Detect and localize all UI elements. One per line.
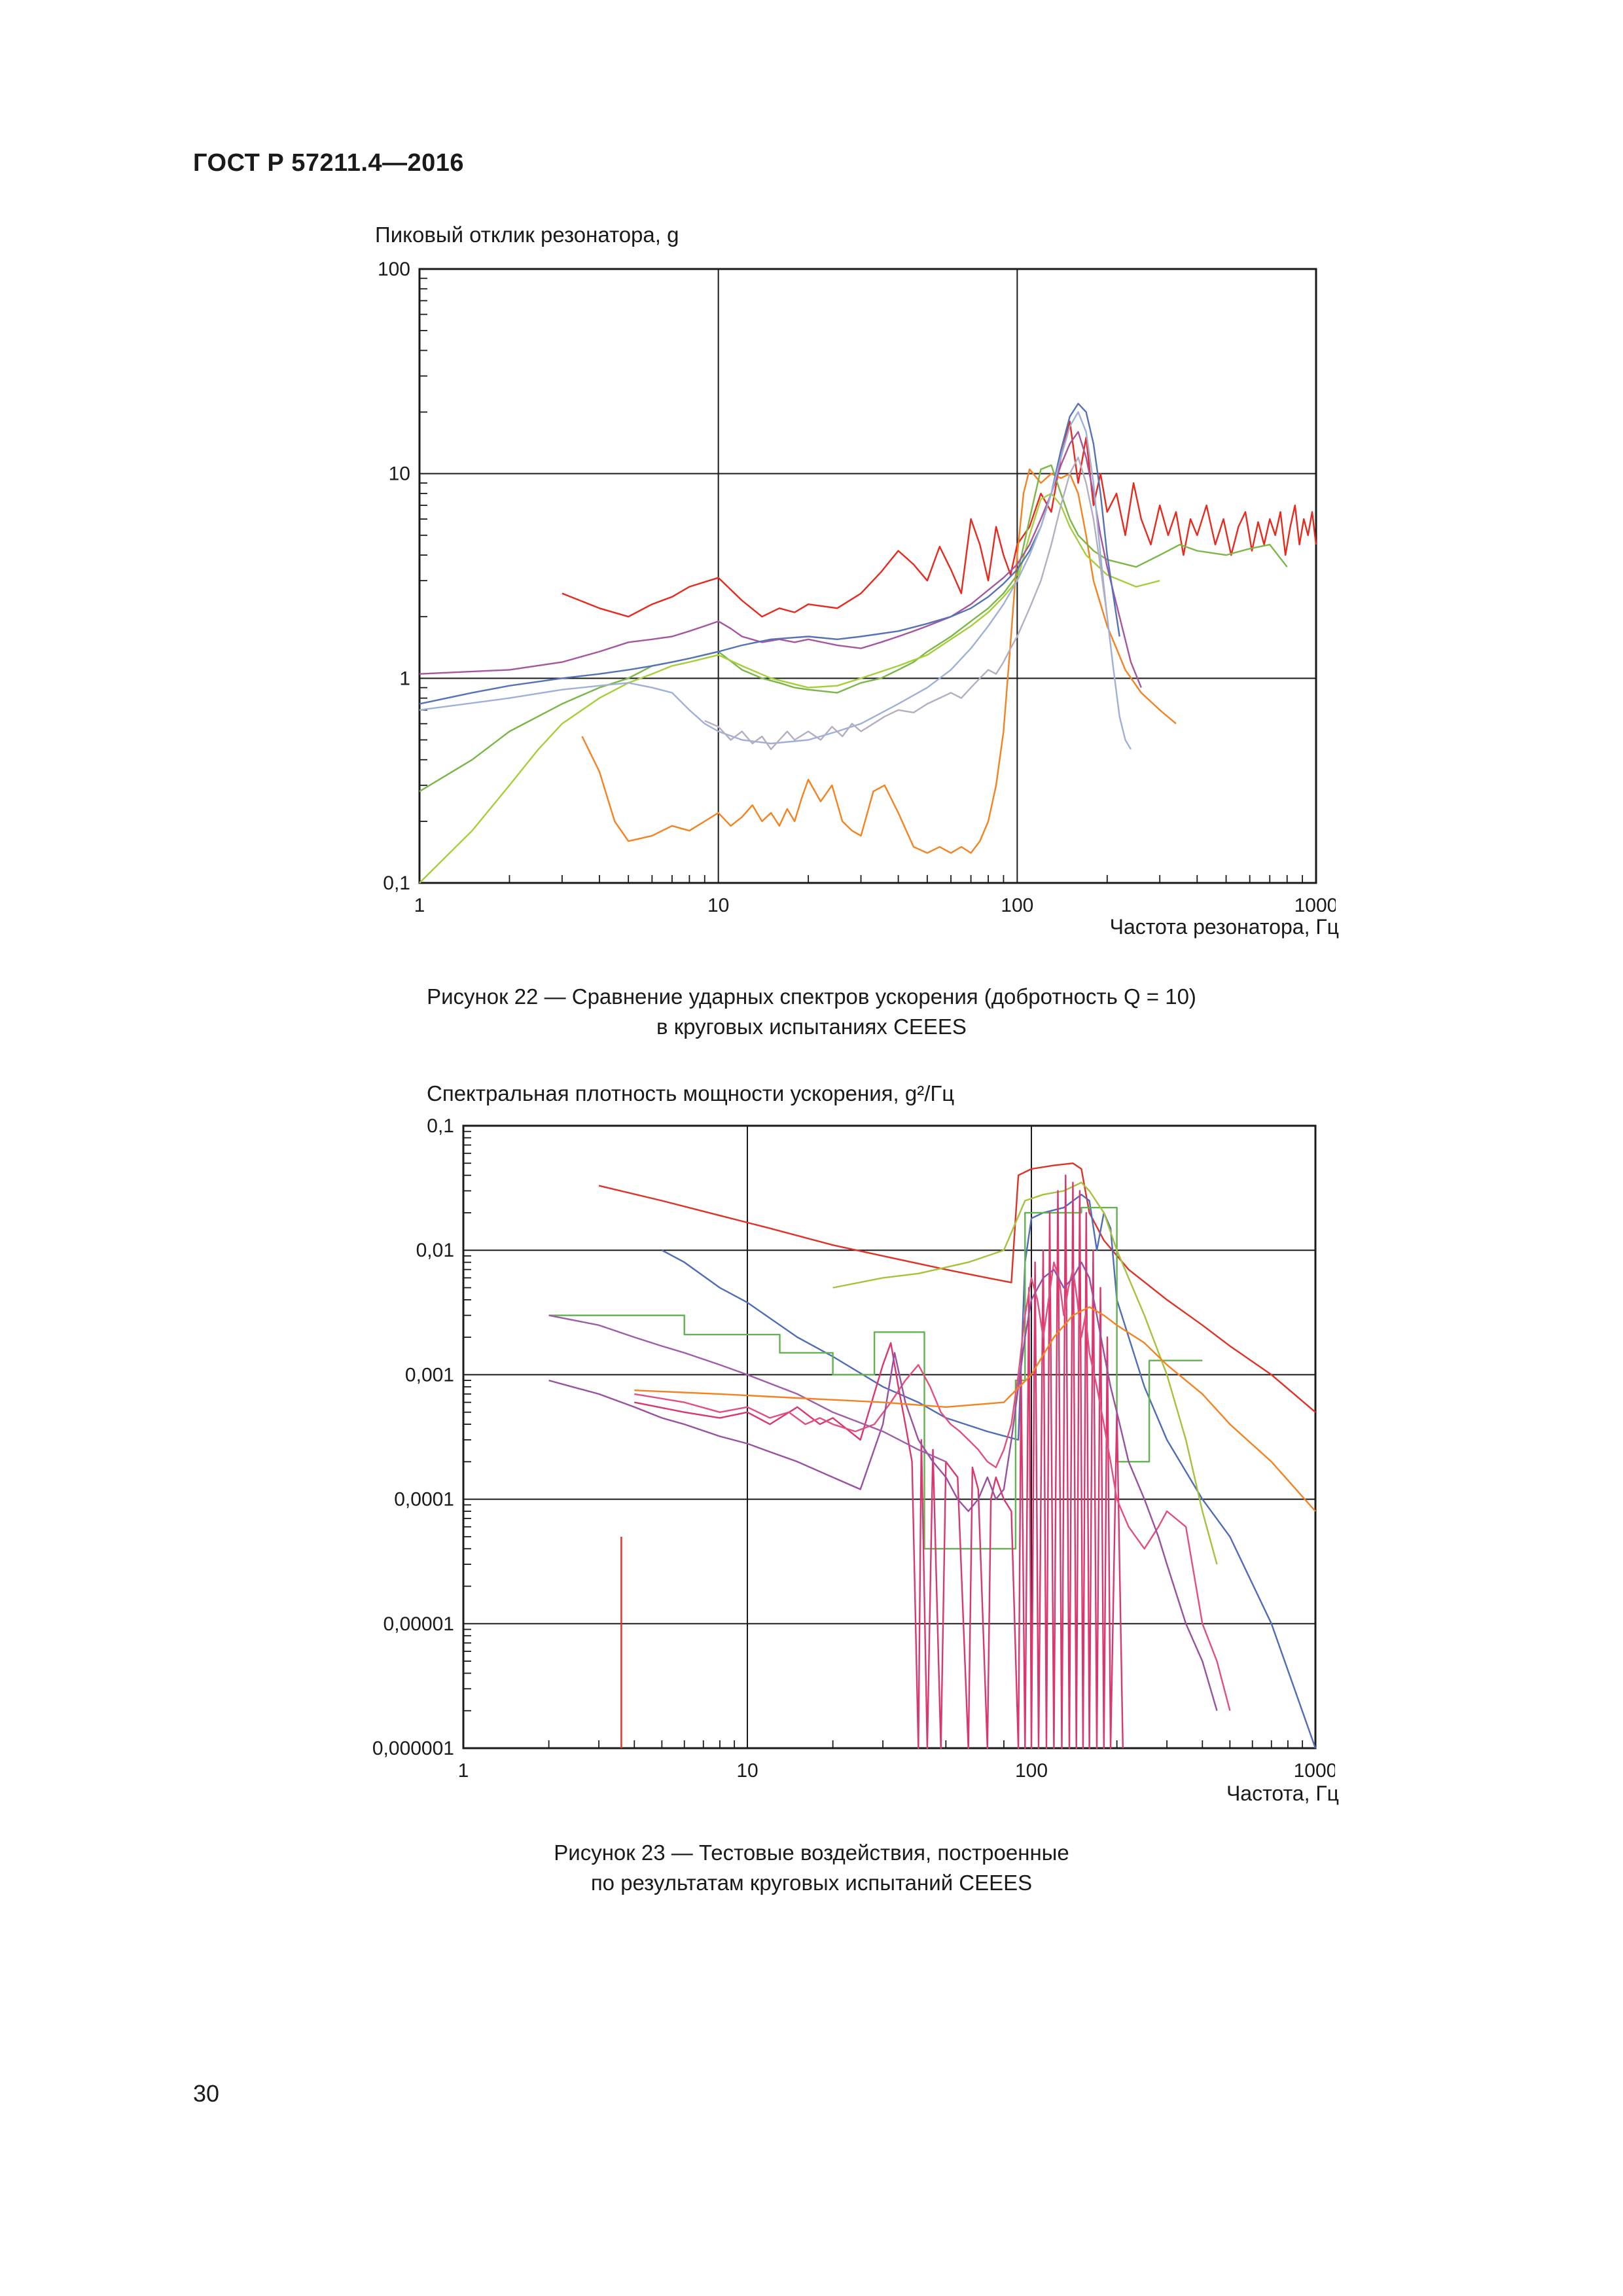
- chart-canvas: 1 10 100 1000 0,1 0,01 0,001 0,0001 0,00001 0,000…: [372, 1115, 1335, 1782]
- series-rose-psd: [634, 1261, 1231, 1712]
- x-tick-label: 100: [1001, 895, 1033, 916]
- y-tick-label: 0,001: [405, 1364, 454, 1386]
- series-green-step-psd: [548, 1206, 1203, 1550]
- document-header: ГОСТ Р 57211.4—2016: [193, 149, 465, 177]
- x-tick-label: 10: [707, 895, 729, 916]
- series-light-blue-srs: [419, 411, 1132, 750]
- y-tick-label: 0,000001: [372, 1738, 454, 1759]
- y-tick-label: 100: [378, 259, 410, 280]
- series-orange-psd: [634, 1306, 1316, 1512]
- figure22-caption-line1: Рисунок 22 — Сравнение ударных спектров …: [427, 984, 1196, 1009]
- y-tick-label: 1: [399, 668, 410, 689]
- figure22-chart: 1 10 100 1000 100 10 1 0,1: [361, 259, 1336, 935]
- series-red-srs: [562, 420, 1317, 618]
- figure22-title: Пиковый отклик резонатора, g: [375, 223, 679, 247]
- figure22-xaxis-label: Частота резонатора, Гц: [1109, 915, 1339, 939]
- series-light-green-srs: [419, 492, 1160, 884]
- series-orange-srs: [581, 468, 1177, 854]
- y-tick-label: 0,00001: [383, 1613, 454, 1635]
- series-red-psd: [598, 1162, 1316, 1413]
- figure22-caption: Рисунок 22 — Сравнение ударных спектров …: [0, 982, 1623, 1042]
- figure23-chart: 1 10 100 1000 0,1 0,01 0,001 0,0001 0,00001 0,000…: [359, 1115, 1335, 1801]
- series-purple-srs: [419, 431, 1142, 689]
- series-purple-psd: [548, 1261, 1218, 1712]
- x-tick-label: 1: [458, 1760, 469, 1782]
- series-plum-psd: [548, 1314, 946, 1463]
- series-olive-psd: [832, 1181, 1218, 1565]
- series-gray-srs: [704, 456, 1108, 750]
- y-tick-label: 0,1: [427, 1115, 454, 1137]
- series-green-srs: [419, 464, 1288, 793]
- figure23-caption: Рисунок 23 — Тестовые воздействия, постр…: [0, 1838, 1623, 1898]
- series-blue-srs: [419, 403, 1120, 705]
- figure23-caption-line1: Рисунок 23 — Тестовые воздействия, постр…: [554, 1840, 1069, 1865]
- x-tick-label: 10: [736, 1760, 758, 1782]
- y-tick-label: 0,01: [416, 1240, 454, 1261]
- y-tick-label: 0,0001: [394, 1489, 454, 1511]
- y-tick-label: 0,1: [383, 872, 410, 894]
- figure23-title: Спектральная плотность мощности ускорени…: [427, 1081, 955, 1105]
- x-tick-label: 1: [414, 895, 425, 916]
- y-tick-label: 10: [389, 463, 410, 485]
- x-tick-label: 100: [1015, 1760, 1048, 1782]
- figure23-caption-line2: по результатам круговых испытаний CEEES: [590, 1871, 1033, 1895]
- figure23-xaxis-label: Частота, Гц: [1226, 1782, 1339, 1805]
- figure22-caption-line2: в круговых испытаниях CEEES: [656, 1014, 967, 1039]
- x-tick-label: 1000: [1294, 895, 1336, 916]
- x-tick-label: 1000: [1294, 1760, 1335, 1782]
- page-number: 30: [193, 2080, 220, 2107]
- series-magenta-spiky-psd: [634, 1174, 1124, 1749]
